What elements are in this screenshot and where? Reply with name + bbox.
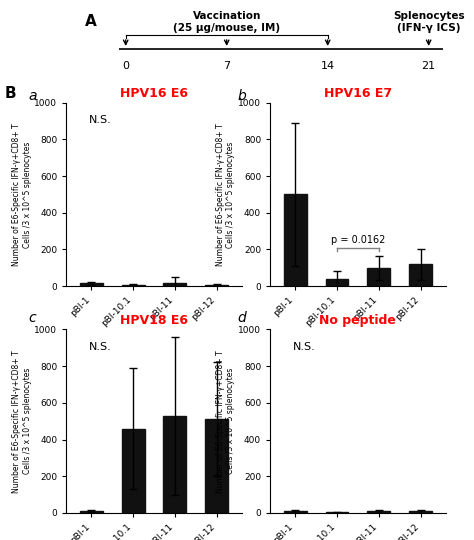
Bar (284, 511, 307, 513)
Text: A: A (85, 14, 97, 29)
Text: 7: 7 (223, 60, 230, 71)
Text: d: d (237, 310, 246, 325)
Bar (164, 416, 186, 513)
Title: No peptide: No peptide (319, 314, 396, 327)
Bar (205, 420, 228, 513)
Text: N.S.: N.S. (89, 116, 112, 125)
Text: N.S.: N.S. (89, 342, 112, 352)
Bar (122, 429, 145, 513)
Bar (409, 264, 432, 286)
Y-axis label: Number of E6-Specific IFN-γ+CD8+ T
Cells /3 x 10^5 splenocytes: Number of E6-Specific IFN-γ+CD8+ T Cells… (12, 123, 32, 266)
Bar (367, 268, 390, 286)
Bar (164, 282, 186, 286)
Bar (205, 285, 228, 286)
Bar (326, 279, 348, 286)
Y-axis label: Number of E6-Specific IFN-γ+CD8+ T
Cells /3 x 10^5 splenocytes: Number of E6-Specific IFN-γ+CD8+ T Cells… (216, 350, 236, 492)
Bar (326, 512, 348, 513)
Bar (409, 511, 432, 513)
Text: b: b (237, 89, 246, 103)
Text: a: a (28, 89, 37, 103)
Text: Splenocytes
(IFN-γ ICS): Splenocytes (IFN-γ ICS) (393, 11, 465, 33)
Text: 14: 14 (320, 60, 335, 71)
Text: 0: 0 (122, 60, 129, 71)
Bar (80, 511, 103, 513)
Title: HPV18 E6: HPV18 E6 (120, 314, 188, 327)
Bar (122, 285, 145, 286)
Y-axis label: Number of E6-Specific IFN-γ+CD8+ T
Cells /3 x 10^5 splenocytes: Number of E6-Specific IFN-γ+CD8+ T Cells… (12, 350, 32, 492)
Text: B: B (5, 86, 17, 102)
Y-axis label: Number of E6-Specific IFN-γ+CD8+ T
Cells /3 x 10^5 splenocytes: Number of E6-Specific IFN-γ+CD8+ T Cells… (216, 123, 236, 266)
Text: p = 0.0162: p = 0.0162 (331, 235, 385, 245)
Text: Vaccination
(25 μg/mouse, IM): Vaccination (25 μg/mouse, IM) (173, 11, 280, 33)
Bar (284, 194, 307, 286)
Bar (367, 511, 390, 513)
Bar (80, 284, 103, 286)
Title: HPV16 E7: HPV16 E7 (324, 87, 392, 100)
Text: 21: 21 (421, 60, 436, 71)
Text: N.S.: N.S. (293, 342, 316, 352)
Title: HPV16 E6: HPV16 E6 (120, 87, 188, 100)
Text: c: c (28, 310, 36, 325)
